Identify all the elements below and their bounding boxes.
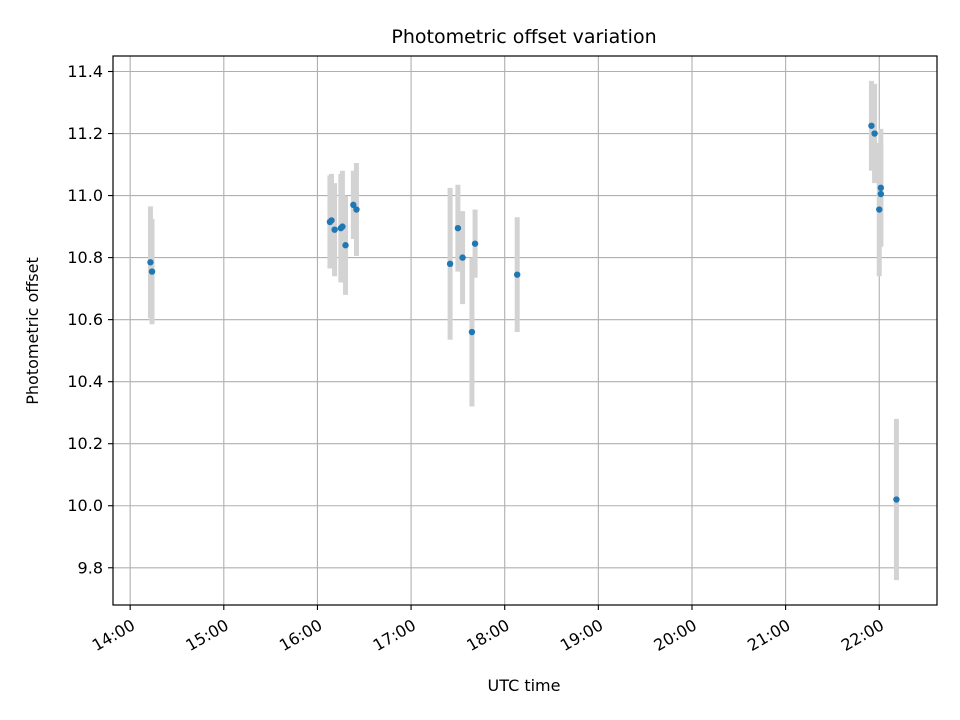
data-point [148, 268, 156, 275]
y-tick-label: 10.4 [67, 372, 103, 391]
x-tick-label: 22:00 [838, 615, 887, 655]
x-tick-label: 17:00 [370, 615, 419, 655]
y-tick-label: 10.6 [67, 310, 103, 329]
data-point [339, 223, 346, 230]
x-tick-label: 16:00 [276, 615, 325, 655]
data-point [877, 190, 885, 198]
data-point [342, 242, 349, 249]
y-axis-title: Photometric offset [23, 257, 42, 405]
x-tick-label: 18:00 [463, 615, 512, 655]
x-tick-label: 21:00 [744, 615, 793, 655]
data-points [147, 122, 900, 503]
grid-lines [113, 56, 937, 605]
data-point [454, 224, 462, 232]
data-point [328, 217, 335, 224]
data-point [350, 201, 357, 209]
y-tick-label: 11.4 [67, 62, 103, 81]
x-axis-ticks: 14:00 15:00 16:00 17:00 18:00 19:00 20:00 21:00… [89, 605, 887, 655]
data-point [446, 260, 454, 268]
x-tick-label: 19:00 [557, 615, 606, 655]
y-tick-label: 11.2 [67, 124, 103, 143]
data-point [876, 206, 883, 213]
y-tick-label: 10.0 [67, 496, 103, 515]
data-point [513, 271, 521, 278]
data-point [871, 130, 878, 137]
y-tick-label: 10.8 [67, 248, 103, 267]
y-tick-label: 11.0 [67, 186, 103, 205]
x-tick-label: 20:00 [651, 615, 700, 655]
chart-title: Photometric offset variation [391, 26, 656, 48]
data-point [147, 259, 154, 266]
data-point [459, 254, 466, 261]
data-point [893, 496, 900, 503]
x-axis-title: UTC time [488, 676, 561, 695]
x-tick-label: 14:00 [89, 615, 138, 655]
data-point [471, 240, 479, 247]
data-point [331, 226, 338, 233]
data-point [877, 184, 885, 192]
plot-frame [112, 55, 938, 606]
x-tick-label: 15:00 [182, 615, 231, 655]
data-point [468, 328, 476, 336]
data-point [868, 122, 875, 129]
y-tick-label: 9.8 [78, 558, 103, 577]
y-axis-ticks: 9.8 10.0 10.2 10.4 10.6 10.8 11.0 11.2 11.4 [67, 62, 113, 577]
data-point [353, 206, 360, 213]
y-tick-label: 10.2 [67, 434, 103, 453]
